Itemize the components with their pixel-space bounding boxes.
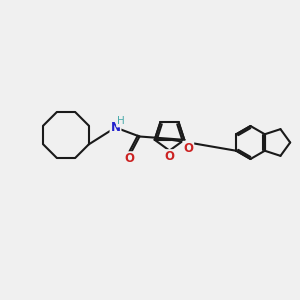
Text: O: O bbox=[124, 152, 134, 165]
Text: O: O bbox=[164, 150, 175, 163]
Text: O: O bbox=[183, 142, 193, 155]
Text: N: N bbox=[110, 121, 121, 134]
Text: H: H bbox=[117, 116, 125, 127]
